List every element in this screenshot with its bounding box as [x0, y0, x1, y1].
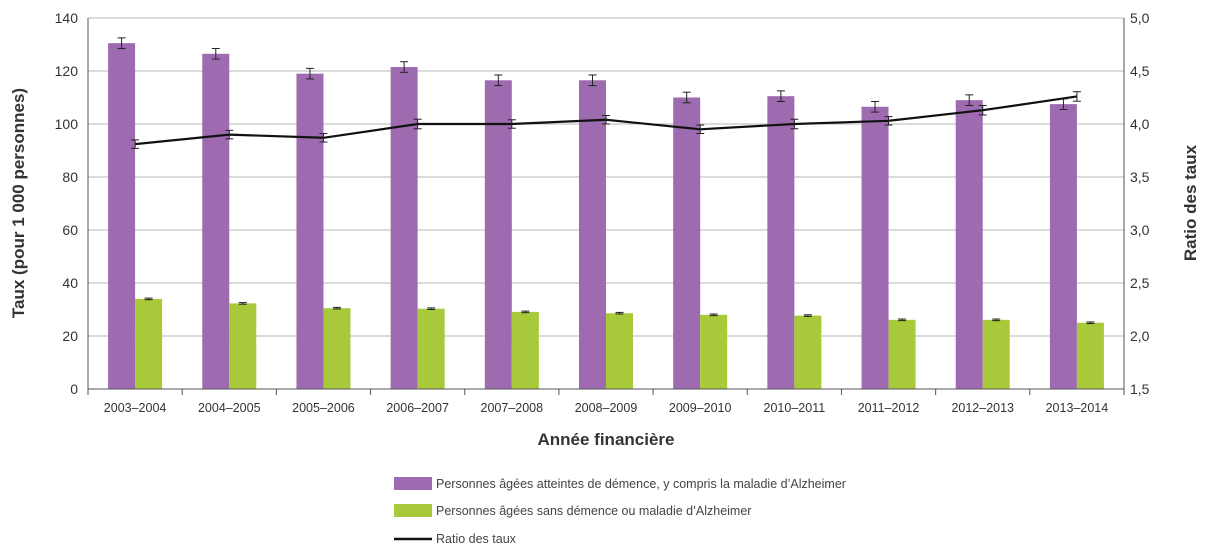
y-axis-ticks: 0 20 40 60 80 100 120 140 — [55, 10, 79, 397]
x-axis-title: Année financière — [538, 430, 675, 449]
y-tick-label: 80 — [62, 169, 78, 185]
y2-tick-label: 3,0 — [1130, 222, 1150, 238]
y-tick-label: 20 — [62, 328, 78, 344]
y-axis-title: Taux (pour 1 000 personnes) — [9, 88, 28, 318]
y-tick-label: 100 — [55, 116, 79, 132]
bar-no-dementia — [606, 313, 633, 389]
bar-dementia — [296, 73, 324, 390]
x-tick-label: 2005–2006 — [292, 401, 355, 415]
bar-dementia — [202, 53, 230, 390]
bar-dementia — [108, 43, 136, 390]
bar-no-dementia — [700, 314, 728, 389]
x-axis-ticks: 2003–2004 2004–2005 2005–2006 2006–2007 2007… — [104, 401, 1108, 415]
legend-label-no-dementia: Personnes âgées sans démence ou maladie … — [436, 504, 751, 518]
x-tick-label: 2009–2010 — [669, 401, 732, 415]
x-tick-label: 2011–2012 — [858, 401, 920, 415]
bar-no-dementia — [229, 303, 257, 389]
x-tick-label: 2008–2009 — [575, 401, 638, 415]
bar-no-dementia — [982, 319, 1010, 389]
bar-no-dementia — [888, 319, 916, 389]
bar-no-dementia — [1076, 322, 1104, 389]
y-tick-label: 40 — [62, 275, 78, 291]
ratio-line — [131, 91, 1081, 149]
legend-swatch-dementia — [394, 477, 432, 490]
x-tick-label: 2013–2014 — [1046, 401, 1109, 415]
bar-no-dementia — [417, 308, 445, 389]
bar-dementia — [767, 96, 795, 390]
x-tick-label: 2012–2013 — [951, 401, 1014, 415]
y2-tick-label: 2,5 — [1130, 275, 1150, 291]
bar-dementia — [484, 80, 512, 390]
y2-tick-label: 4,5 — [1130, 63, 1150, 79]
y2-axis-title: Ratio des taux — [1181, 144, 1200, 261]
y2-tick-label: 3,5 — [1130, 169, 1150, 185]
x-tick-label: 2007–2008 — [481, 401, 544, 415]
y2-axis-ticks: 1,5 2,0 2,5 3,0 3,5 4,0 4,5 5,0 — [1130, 10, 1150, 397]
legend-swatch-no-dementia — [394, 504, 432, 517]
axes — [87, 18, 1125, 395]
bar-dementia — [1049, 104, 1077, 389]
bar-dementia — [579, 80, 606, 390]
y2-tick-label: 4,0 — [1130, 116, 1150, 132]
y-tick-label: 0 — [70, 381, 78, 397]
bar-no-dementia — [511, 311, 539, 389]
legend-label-ratio: Ratio des taux — [436, 532, 517, 546]
bar-dementia — [673, 97, 701, 389]
y-tick-label: 140 — [55, 10, 79, 26]
x-tick-label: 2003–2004 — [104, 401, 167, 415]
bar-dementia — [390, 67, 418, 390]
x-tick-label: 2010–2011 — [764, 401, 826, 415]
y-tick-label: 120 — [55, 63, 79, 79]
y2-tick-label: 5,0 — [1130, 10, 1150, 26]
legend: Personnes âgées atteintes de démence, y … — [394, 477, 846, 546]
bars — [108, 43, 1104, 390]
y2-tick-label: 1,5 — [1130, 381, 1150, 397]
y-tick-label: 60 — [62, 222, 78, 238]
bar-no-dementia — [135, 298, 163, 389]
bar-dementia — [955, 100, 983, 390]
y2-tick-label: 2,0 — [1130, 328, 1150, 344]
bar-no-dementia — [323, 308, 351, 389]
legend-label-dementia: Personnes âgées atteintes de démence, y … — [436, 477, 846, 491]
x-tick-label: 2004–2005 — [198, 401, 261, 415]
x-tick-label: 2006–2007 — [386, 401, 449, 415]
bar-dementia — [861, 106, 889, 390]
bar-no-dementia — [794, 315, 822, 389]
